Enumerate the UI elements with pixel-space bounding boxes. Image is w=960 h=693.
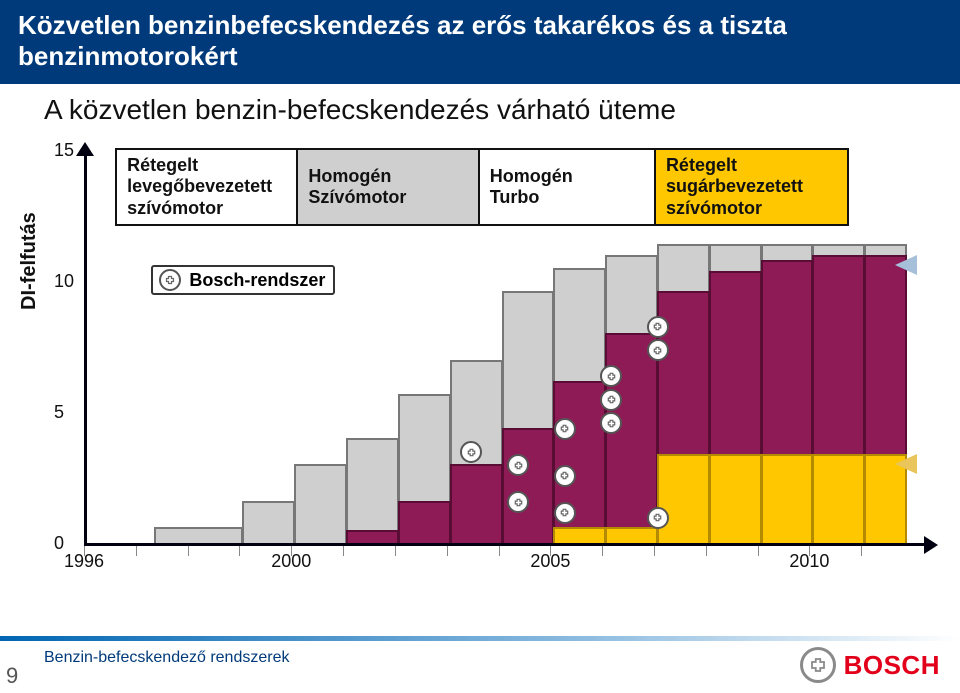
- slide: Közvetlen benzinbefecskendezés az erős t…: [0, 0, 960, 693]
- chart-step: [346, 530, 399, 543]
- bosch-system-label: Bosch-rendszer: [151, 265, 335, 295]
- chart-step: [294, 464, 347, 543]
- pointer-icon: [895, 255, 917, 275]
- x-axis: [84, 543, 930, 546]
- chart-step: [605, 527, 658, 543]
- chart-step: [450, 464, 503, 543]
- bosch-logo: BOSCH: [800, 647, 940, 683]
- chart: DI-felfutás 0510151996200020052010Rétege…: [24, 150, 930, 580]
- y-tick: 10: [54, 271, 74, 292]
- legend-box: Rétegeltlevegőbevezetettszívómotor: [115, 148, 310, 226]
- y-tick: 15: [54, 140, 74, 161]
- bosch-marker-icon: [647, 316, 669, 338]
- x-tick: 1996: [64, 551, 104, 572]
- x-tick: 2000: [271, 551, 311, 572]
- title-banner: Közvetlen benzinbefecskendezés az erős t…: [0, 0, 960, 84]
- bosch-marker-icon: [554, 465, 576, 487]
- bosch-icon: [159, 269, 181, 291]
- chart-step: [502, 428, 555, 543]
- pointer-icon: [895, 454, 917, 474]
- bosch-marker-icon: [554, 418, 576, 440]
- x-tick: 2010: [789, 551, 829, 572]
- footer-gradient: [0, 636, 960, 641]
- title-line1: Közvetlen benzinbefecskendezés az erős t…: [18, 10, 942, 41]
- page-number: 9: [6, 663, 18, 689]
- y-tick: 5: [54, 402, 64, 423]
- chart-step: [398, 501, 451, 543]
- legend-box: Homogén Turbo: [478, 148, 657, 226]
- chart-step: [657, 454, 710, 543]
- chart-step: [761, 454, 814, 543]
- chart-step: [154, 527, 243, 543]
- bosch-system-text: Bosch-rendszer: [189, 270, 325, 291]
- bosch-marker-icon: [507, 491, 529, 513]
- bosch-marker-icon: [647, 507, 669, 529]
- footer: Benzin-befecskendező rendszerek 9 BOSCH: [0, 637, 960, 693]
- subtitle: A közvetlen benzin-befecskendezés várhat…: [0, 84, 960, 136]
- legend-box: HomogénSzívómotor: [296, 148, 481, 226]
- bosch-wordmark: BOSCH: [844, 650, 940, 681]
- legend-box: Rétegeltsugárbevezetettszívómotor: [654, 148, 849, 226]
- chart-step: [346, 438, 399, 543]
- chart-step: [242, 501, 295, 543]
- y-tick: 0: [54, 533, 64, 554]
- y-axis-label: DI-felfutás: [18, 212, 41, 310]
- chart-step: [553, 527, 606, 543]
- x-tick: 2005: [530, 551, 570, 572]
- footer-text: Benzin-befecskendező rendszerek: [44, 649, 289, 667]
- bosch-armature-icon: [800, 647, 836, 683]
- x-axis-arrow-icon: [924, 536, 938, 554]
- bosch-marker-icon: [554, 502, 576, 524]
- chart-step: [709, 454, 762, 543]
- chart-step: [812, 454, 865, 543]
- title-line2: benzinmotorokért: [18, 41, 942, 72]
- bosch-marker-icon: [647, 339, 669, 361]
